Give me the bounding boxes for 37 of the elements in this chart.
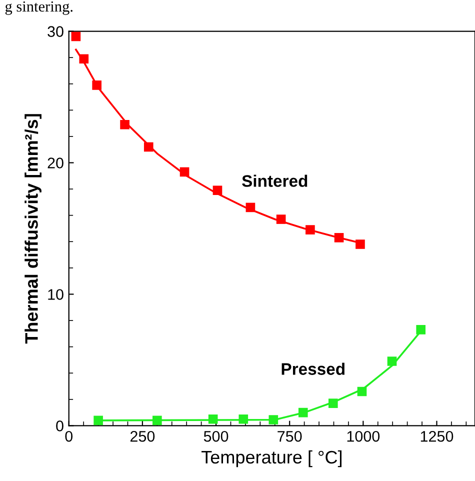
x-tick-label: 250 (130, 430, 155, 442)
x-tick-label: 1000 (347, 430, 380, 442)
point (208, 414, 218, 424)
text: g sintering. (5, 1, 72, 15)
point (356, 240, 365, 249)
point (246, 202, 256, 212)
point (212, 186, 222, 196)
point (298, 408, 308, 418)
point (268, 415, 278, 424)
point (238, 414, 248, 424)
y-axis-title: Thermal diffusivity [mm²/s] (24, 114, 42, 344)
point (416, 325, 426, 334)
point (306, 225, 315, 234)
x-axis-title: Temperature [ °C] (202, 450, 342, 468)
y-tick-label: 30 (48, 26, 64, 37)
x-tick-label: 500 (204, 430, 228, 442)
point (357, 386, 367, 396)
point (276, 214, 286, 224)
series-label: Pressed (282, 362, 344, 375)
point (71, 32, 81, 42)
x-tick-label: 0 (65, 430, 73, 442)
point (334, 233, 344, 242)
point (94, 416, 103, 426)
x-tick-label: 750 (278, 430, 302, 442)
x-tick-label: 1250 (420, 430, 454, 442)
point (79, 54, 89, 64)
point (120, 120, 130, 130)
series-label: Sintered (242, 174, 308, 187)
point (152, 416, 162, 426)
y-tick-label: 20 (48, 158, 64, 168)
y-tick-label: 0 (56, 420, 64, 432)
point (328, 398, 338, 408)
point (180, 167, 190, 177)
point (144, 142, 154, 152)
point (387, 356, 397, 366)
point (92, 80, 102, 90)
y-tick-label: 10 (48, 289, 64, 300)
